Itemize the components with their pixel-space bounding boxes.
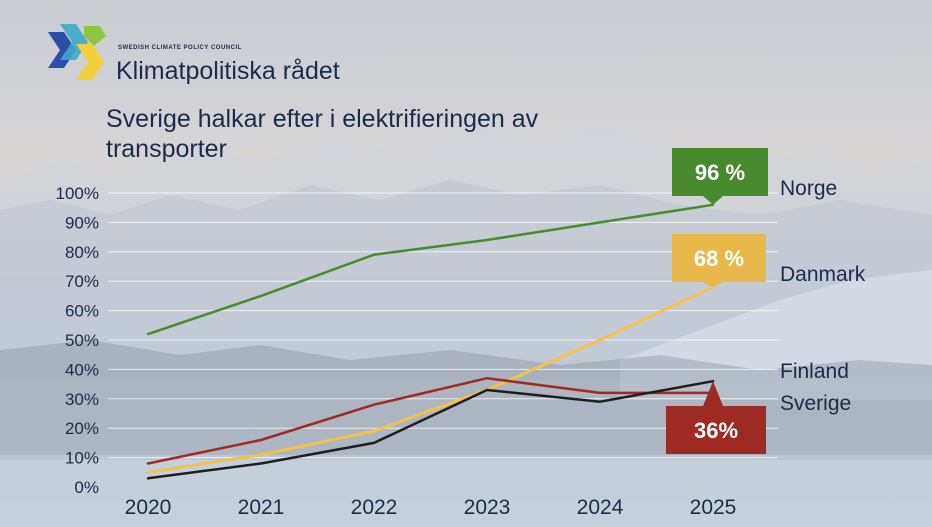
x-tick-label: 2024 [577, 496, 624, 519]
y-tick-label: 100% [56, 184, 99, 203]
x-tick-label: 2021 [238, 496, 285, 519]
series-label-norge: Norge [780, 177, 837, 200]
badge-box [672, 148, 768, 196]
badge-value: 36% [694, 418, 738, 443]
x-logo-icon [48, 24, 106, 80]
y-tick-label: 0% [74, 478, 99, 497]
y-tick-label: 60% [65, 302, 99, 321]
y-tick-label: 40% [65, 360, 99, 379]
series-label-sverige: Sverige [780, 392, 851, 415]
badge-sverige: 36% [666, 381, 766, 454]
badge-box [666, 406, 766, 454]
org-tagline: SWEDISH CLIMATE POLICY COUNCIL [118, 45, 242, 51]
org-name: Klimatpolitiska rådet [116, 57, 340, 85]
badge-box [672, 234, 766, 282]
series-lines [146, 203, 715, 480]
badge-danmark: 68 % [672, 234, 766, 288]
series-line-sverige [146, 379, 715, 480]
x-tick-label: 2020 [125, 496, 172, 519]
series-label-danmark: Danmark [780, 263, 866, 286]
y-tick-label: 30% [65, 390, 99, 409]
y-tick-label: 10% [65, 449, 99, 468]
series-line-norge [146, 203, 715, 336]
x-tick-label: 2023 [464, 496, 511, 519]
y-tick-label: 90% [65, 213, 99, 232]
badge-pointer [703, 196, 723, 205]
x-tick-label: 2022 [351, 496, 398, 519]
y-tick-label: 50% [65, 331, 99, 350]
y-tick-label: 20% [65, 419, 99, 438]
badge-norge: 96 % [672, 148, 768, 205]
series-line-danmark [146, 285, 715, 474]
y-tick-label: 70% [65, 272, 99, 291]
chart-title: Sverige halkar efter i elektrifieringen … [106, 105, 539, 163]
y-tick-label: 80% [65, 243, 99, 262]
x-axis-ticks: 2020 2021 2022 2023 2024 2025 [125, 496, 737, 519]
series-labels: Norge Danmark Finland Sverige [780, 177, 866, 415]
badge-pointer [703, 381, 723, 406]
x-tick-label: 2025 [690, 496, 737, 519]
value-badges: 96 % 68 % 36% [666, 148, 768, 454]
badge-pointer [703, 282, 723, 288]
series-label-finland: Finland [780, 360, 849, 383]
series-line-finland [146, 376, 715, 465]
badge-value: 68 % [694, 246, 744, 271]
badge-value: 96 % [695, 160, 745, 185]
y-axis-ticks: 0% 10% 20% 30% 40% 50% 60% 70% 80% 90% 100% [56, 184, 99, 497]
